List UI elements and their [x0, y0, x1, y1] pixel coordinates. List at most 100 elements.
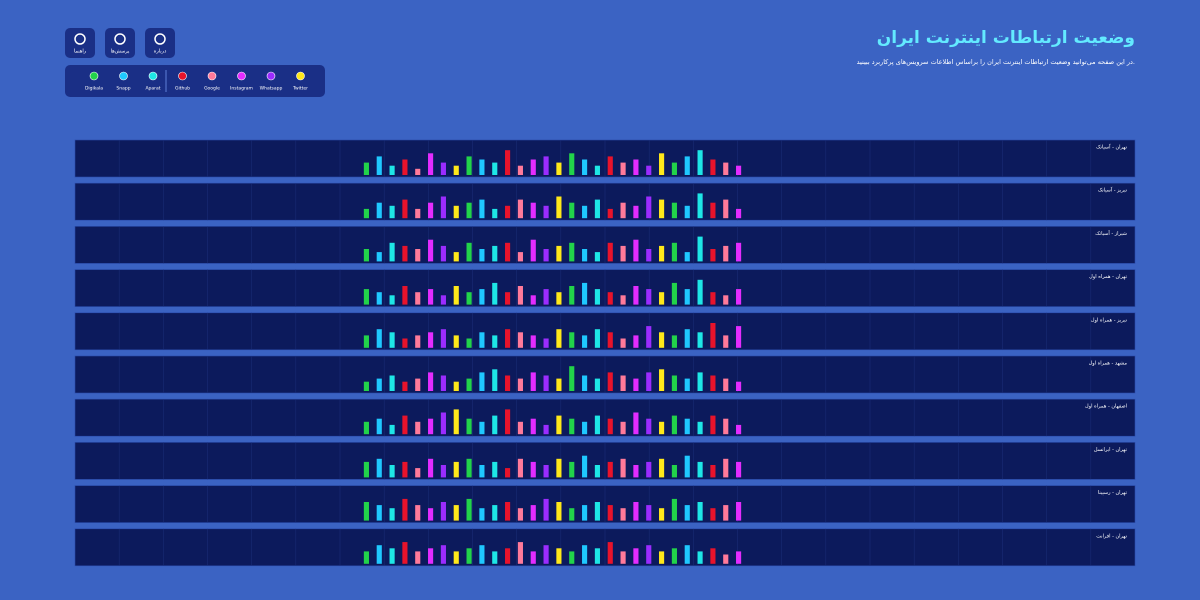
- status-bar: [428, 289, 434, 305]
- panel-label: تبریز - آسیاتک: [1098, 187, 1128, 194]
- status-bar: [659, 245, 665, 262]
- status-bar: [569, 418, 575, 435]
- status-bar: [620, 245, 626, 262]
- status-bar: [594, 252, 600, 262]
- status-bar: [543, 465, 549, 478]
- legend-dot[interactable]: [89, 71, 99, 81]
- status-bar: [415, 421, 421, 435]
- nav-button[interactable]: [145, 28, 175, 58]
- status-bar: [646, 545, 652, 564]
- legend-dot[interactable]: [148, 71, 158, 81]
- status-bar: [710, 465, 716, 478]
- panel-label: تهران - همراه اول: [1089, 274, 1127, 280]
- status-bar: [530, 505, 536, 521]
- status-bar: [479, 508, 485, 521]
- status-bar: [633, 239, 639, 262]
- status-bar: [543, 375, 549, 391]
- status-bar: [620, 375, 626, 391]
- legend-label: Github: [175, 86, 190, 92]
- status-bar: [428, 508, 434, 521]
- status-bar: [633, 159, 639, 175]
- status-bar: [556, 292, 562, 305]
- nav-button[interactable]: [65, 28, 95, 58]
- status-bar: [633, 412, 639, 435]
- status-bar: [479, 159, 485, 175]
- panel-label: تهران - آسیاتک: [1096, 144, 1128, 151]
- status-bar: [376, 202, 382, 219]
- status-bar: [453, 551, 459, 564]
- status-bar: [646, 372, 652, 391]
- status-bar: [543, 338, 549, 348]
- status-bar: [684, 545, 690, 564]
- status-bar: [402, 286, 408, 305]
- status-bar: [569, 332, 575, 348]
- status-bar: [428, 548, 434, 564]
- status-bar: [492, 245, 498, 262]
- status-bar: [607, 208, 613, 219]
- legend-dot[interactable]: [119, 71, 128, 81]
- status-bar: [440, 295, 446, 305]
- status-bar: [479, 372, 485, 391]
- status-bar: [556, 502, 562, 521]
- status-bar: [684, 252, 690, 262]
- status-bar: [723, 335, 729, 348]
- status-bar: [607, 242, 613, 262]
- status-bar: [723, 245, 729, 262]
- legend-dot[interactable]: [296, 71, 305, 81]
- status-bar: [659, 369, 665, 391]
- status-bar: [402, 159, 408, 175]
- panel-label: تهران - ایرانسل: [1094, 447, 1128, 453]
- status-bar: [582, 375, 588, 391]
- status-bar: [671, 465, 677, 478]
- nav-button[interactable]: [105, 28, 135, 58]
- status-bar: [736, 381, 742, 391]
- status-bar: [594, 199, 600, 219]
- status-bar: [633, 205, 639, 219]
- status-bar: [530, 159, 536, 175]
- status-bar: [659, 551, 665, 564]
- panel-label: تهران - رسپینا: [1098, 490, 1128, 496]
- status-bar: [517, 458, 523, 478]
- status-bar: [428, 458, 434, 478]
- status-bar: [389, 548, 395, 564]
- status-bar: [723, 199, 729, 219]
- status-bar: [633, 378, 639, 391]
- button-icon: [114, 33, 126, 45]
- status-bar: [466, 458, 472, 478]
- status-bar: [556, 378, 562, 391]
- status-bar: [453, 165, 459, 175]
- status-bar: [684, 505, 690, 521]
- status-bar: [736, 424, 742, 435]
- status-bar: [594, 329, 600, 348]
- status-bar: [376, 505, 382, 521]
- status-bar: [684, 455, 690, 478]
- status-bar: [466, 202, 472, 219]
- status-bar: [466, 418, 472, 435]
- status-bar: [697, 461, 703, 478]
- status-bar: [684, 205, 690, 219]
- legend-dot[interactable]: [207, 71, 217, 81]
- legend-dot[interactable]: [266, 71, 276, 81]
- status-bar: [389, 242, 395, 262]
- status-bar: [505, 242, 511, 262]
- status-bar: [607, 292, 613, 305]
- status-bar: [556, 196, 562, 219]
- status-bar: [415, 249, 421, 262]
- status-bar: [530, 372, 536, 391]
- legend-dot[interactable]: [237, 71, 246, 81]
- status-bar: [582, 159, 588, 175]
- status-bar: [659, 199, 665, 219]
- status-bar: [479, 421, 485, 435]
- status-bar: [440, 545, 446, 564]
- status-bar: [646, 289, 652, 305]
- status-bar: [440, 245, 446, 262]
- status-bar: [363, 335, 369, 348]
- status-bar: [684, 289, 690, 305]
- legend-dot[interactable]: [178, 71, 187, 81]
- status-bar: [530, 335, 536, 348]
- title: وضعیت ارتباطات اینترنت ایران: [877, 28, 1135, 48]
- button-icon: [74, 33, 86, 45]
- status-bar: [492, 415, 498, 435]
- status-bar: [479, 289, 485, 305]
- status-bar: [453, 252, 459, 262]
